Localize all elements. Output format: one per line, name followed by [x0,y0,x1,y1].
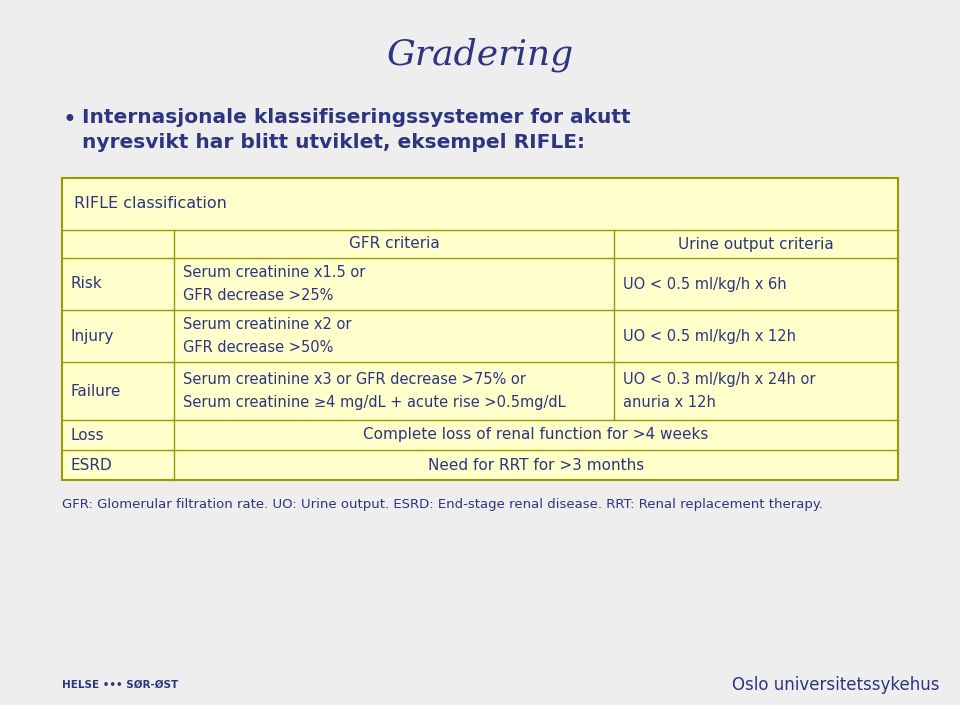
Text: Serum creatinine x2 or
GFR decrease >50%: Serum creatinine x2 or GFR decrease >50% [183,317,351,355]
Text: RIFLE classification: RIFLE classification [74,197,227,212]
Text: •: • [62,108,76,132]
Text: Gradering: Gradering [386,38,574,72]
Text: Need for RRT for >3 months: Need for RRT for >3 months [428,458,644,472]
Text: Serum creatinine x3 or GFR decrease >75% or
Serum creatinine ≥4 mg/dL + acute ri: Serum creatinine x3 or GFR decrease >75%… [183,372,565,410]
Text: Risk: Risk [70,276,102,291]
Text: Oslo universitetssykehus: Oslo universitetssykehus [732,676,940,694]
Text: HELSE ••• SØR-ØST: HELSE ••• SØR-ØST [62,680,179,690]
Text: UO < 0.3 ml/kg/h x 24h or
anuria x 12h: UO < 0.3 ml/kg/h x 24h or anuria x 12h [623,372,815,410]
Text: UO < 0.5 ml/kg/h x 12h: UO < 0.5 ml/kg/h x 12h [623,329,796,343]
Text: Injury: Injury [70,329,113,343]
Text: UO < 0.5 ml/kg/h x 6h: UO < 0.5 ml/kg/h x 6h [623,276,786,291]
Text: Complete loss of renal function for >4 weeks: Complete loss of renal function for >4 w… [363,427,708,443]
Text: Failure: Failure [70,384,120,398]
Text: ESRD: ESRD [70,458,111,472]
Text: nyresvikt har blitt utviklet, eksempel RIFLE:: nyresvikt har blitt utviklet, eksempel R… [82,133,585,152]
Text: Internasjonale klassifiseringssystemer for akutt: Internasjonale klassifiseringssystemer f… [82,108,631,127]
FancyBboxPatch shape [62,178,898,480]
Text: Serum creatinine x1.5 or
GFR decrease >25%: Serum creatinine x1.5 or GFR decrease >2… [183,265,366,302]
Text: Urine output criteria: Urine output criteria [678,236,834,252]
Text: GFR criteria: GFR criteria [348,236,440,252]
Text: Loss: Loss [70,427,104,443]
Text: GFR: Glomerular filtration rate. UO: Urine output. ESRD: End-stage renal disease: GFR: Glomerular filtration rate. UO: Uri… [62,498,823,511]
